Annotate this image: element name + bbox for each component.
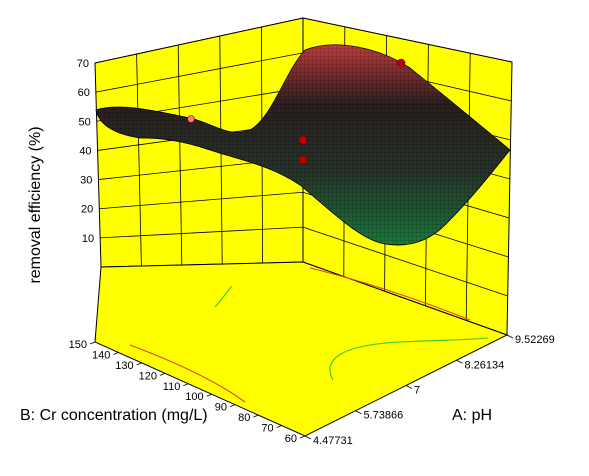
ph-axis-ticks: 4.47731 5.73866 7 8.26134 9.52269 xyxy=(304,334,555,447)
cr-tick-label: 80 xyxy=(238,412,250,424)
cr-tick-label: 130 xyxy=(115,360,133,372)
floor-contour-red-front xyxy=(129,344,246,403)
cr-tick-label: 140 xyxy=(92,349,110,361)
z-tick-label: 60 xyxy=(78,87,90,99)
cr-tick-mark xyxy=(159,372,166,376)
z-tick-label: 70 xyxy=(77,58,89,70)
cr-axis-ticks: 60 70 80 90 100 110 120 130 140 150 xyxy=(69,339,306,445)
z-gridline xyxy=(99,191,509,258)
floor-contour-green-right xyxy=(329,337,489,381)
z-axis-ticks: 10 20 30 40 50 60 70 xyxy=(77,58,94,245)
cr-tick-label: 90 xyxy=(215,402,227,414)
cr-tick-mark xyxy=(136,362,142,366)
z-tick-label: 40 xyxy=(79,145,91,157)
ph-axis-title: A: pH xyxy=(452,407,492,424)
design-point xyxy=(396,58,406,68)
z-gridline xyxy=(94,17,513,64)
ph-tick-label: 8.26134 xyxy=(464,359,504,371)
ph-tick-label: 9.52269 xyxy=(515,334,555,346)
z-tick-label: 20 xyxy=(81,204,93,216)
z-tick-label: 10 xyxy=(82,233,94,245)
z-tick-label: 30 xyxy=(80,175,92,187)
z-axis-title: removal efficiency (%) xyxy=(27,126,44,283)
z-gridline xyxy=(100,226,508,297)
cr-tick-label: 150 xyxy=(69,339,87,351)
ph-tick-label: 4.47731 xyxy=(313,435,353,447)
cr-tick-mark xyxy=(113,352,119,355)
design-points xyxy=(187,58,406,165)
cr-tick-mark xyxy=(229,404,236,408)
cr-tick-mark xyxy=(206,393,212,397)
ph-tick-mark xyxy=(405,385,413,389)
design-point xyxy=(298,155,308,165)
ph-tick-label: 7 xyxy=(414,385,420,397)
floor-contour-red xyxy=(309,267,471,321)
cr-tick-label: 120 xyxy=(139,370,157,382)
ph-tick-mark xyxy=(355,410,362,415)
left-wall-gridline xyxy=(177,44,183,266)
z-tick-label: 50 xyxy=(78,116,90,128)
cr-tick-mark xyxy=(299,435,306,439)
cr-tick-mark xyxy=(276,425,282,428)
design-point xyxy=(298,135,308,145)
ph-tick-mark xyxy=(506,334,514,339)
ph-tick-mark xyxy=(304,435,312,440)
cr-tick-label: 70 xyxy=(261,423,273,435)
cr-tick-label: 60 xyxy=(285,433,297,445)
design-point xyxy=(187,115,195,123)
left-wall-gridline xyxy=(136,53,142,267)
cr-tick-label: 110 xyxy=(163,381,181,393)
cr-tick-mark xyxy=(89,341,96,345)
ph-tick-mark xyxy=(456,359,463,364)
floor-contour-green xyxy=(214,285,233,308)
cr-tick-label: 100 xyxy=(185,391,203,403)
cr-axis-title: B: Cr concentration (mg/L) xyxy=(20,407,208,424)
cr-tick-mark xyxy=(183,383,189,387)
ph-tick-label: 5.73866 xyxy=(364,410,404,422)
cr-tick-mark xyxy=(253,414,259,418)
response-surface-mesh xyxy=(96,44,510,246)
